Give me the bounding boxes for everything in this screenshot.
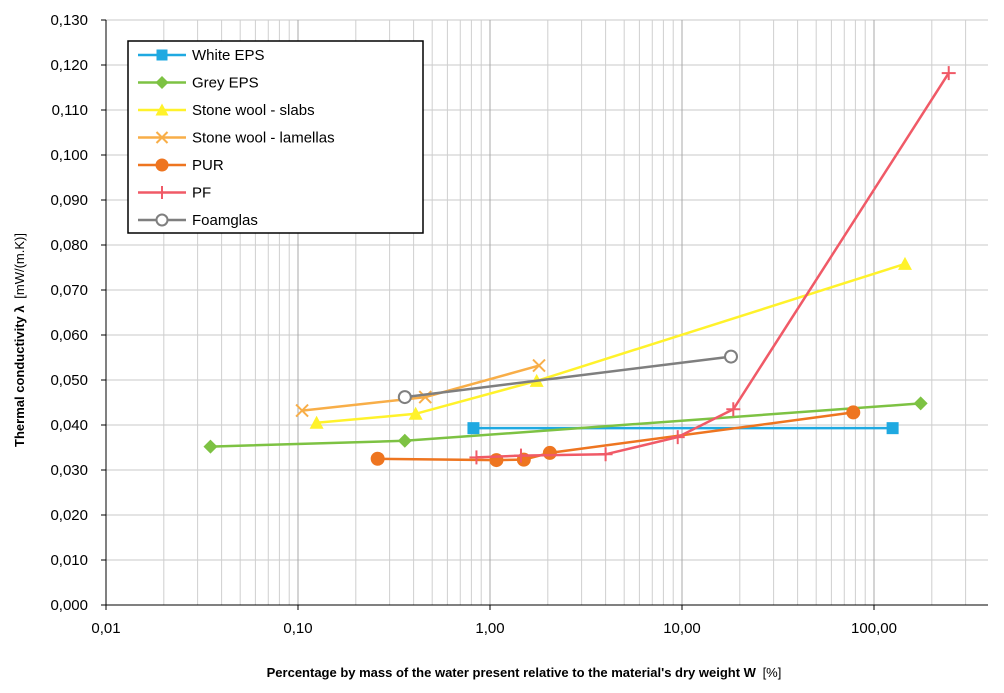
series-line-pf: [476, 72, 950, 459]
y-tick-label: 0,130: [50, 12, 88, 29]
y-tick-label: 0,070: [50, 282, 88, 299]
legend-item-pur: PUR: [138, 157, 224, 174]
legend-label: Foamglas: [192, 212, 258, 229]
marker-diamond: [155, 76, 169, 89]
series-layer: [203, 66, 956, 468]
marker-diamond: [397, 433, 412, 448]
y-axis-title: Thermal conductivity λ [mW/(m.K)]: [12, 233, 27, 447]
series-line-stone-wool-lamellas: [301, 364, 540, 412]
marker-x: [155, 131, 169, 144]
legend-item-white-eps: White EPS: [138, 47, 265, 64]
marker-x: [295, 403, 309, 418]
y-tick-label: 0,010: [50, 552, 88, 569]
marker-square: [886, 422, 899, 435]
marker-open-circle: [155, 213, 169, 227]
series-pur: [370, 405, 861, 468]
x-tick-label: 10,00: [663, 620, 701, 637]
y-tick-label: 0,060: [50, 327, 88, 344]
y-tick-label: 0,100: [50, 147, 88, 164]
x-tick-label: 0,10: [283, 620, 312, 637]
legend: White EPS Grey EPS Stone wool - slabs Stone…: [127, 40, 424, 234]
marker-plus: [155, 186, 169, 199]
legend-item-stone-wool-slabs: Stone wool - slabs: [138, 102, 315, 119]
marker-diamond: [203, 439, 218, 454]
legend-label: Stone wool - lamellas: [192, 130, 335, 147]
marker-circle: [155, 158, 169, 172]
series-pf: [469, 66, 956, 465]
y-tick-label: 0,110: [52, 102, 88, 119]
x-tick-label: 0,01: [91, 620, 120, 637]
y-tick-label: 0,120: [50, 57, 88, 74]
legend-label: Stone wool - slabs: [192, 102, 315, 119]
legend-item-stone-wool-lamellas: Stone wool - lamellas: [138, 130, 335, 147]
marker-plus: [670, 430, 685, 445]
marker-plus: [941, 66, 956, 81]
x-tick-label: 1,00: [475, 620, 504, 637]
marker-x-stroke: [532, 358, 546, 373]
marker-open-circle: [397, 390, 412, 405]
marker-diamond: [913, 396, 928, 411]
x-axis-title: Percentage by mass of the water present …: [267, 665, 782, 680]
marker-square: [156, 49, 168, 61]
marker-triangle: [155, 103, 169, 116]
marker-x-stroke: [295, 403, 309, 418]
y-tick-label: 0,040: [50, 417, 88, 434]
marker-open-circle: [724, 349, 739, 364]
series-line-stone-wool-slabs: [316, 262, 906, 425]
series-stone-wool-lamellas: [295, 358, 546, 418]
series-stone-wool-slabs: [309, 256, 912, 429]
marker-triangle: [408, 406, 423, 420]
series-foamglas: [397, 349, 739, 405]
series-white-eps: [467, 422, 899, 435]
marker-plus: [598, 447, 613, 462]
x-tick-labels: 0,01 0,10 1,00 10,00 100,00: [91, 620, 897, 637]
legend-label: Grey EPS: [192, 75, 259, 92]
series-line-foamglas: [404, 355, 732, 399]
marker-plus: [469, 450, 484, 465]
y-tick-labels: 0,000 0,010 0,020 0,030 0,040 0,050 0,060 0,070…: [50, 12, 88, 614]
marker-plus: [726, 402, 741, 417]
legend-label: PF: [192, 185, 211, 202]
marker-triangle: [309, 415, 324, 429]
legend-item-foamglas: Foamglas: [138, 212, 258, 229]
y-tick-label: 0,020: [50, 507, 88, 524]
legend-label: White EPS: [192, 47, 265, 64]
y-tick-label: 0,050: [50, 372, 88, 389]
axes: [101, 19, 988, 610]
marker-circle: [370, 451, 385, 466]
marker-x: [532, 358, 546, 373]
x-tick-label: 100,00: [851, 620, 897, 637]
y-tick-label: 0,000: [50, 597, 88, 614]
y-tick-label: 0,030: [50, 462, 88, 479]
series-grey-eps: [203, 396, 928, 454]
marker-plus: [513, 448, 528, 463]
y-tick-label: 0,090: [50, 192, 88, 209]
legend-label: PUR: [192, 157, 224, 174]
y-tick-label: 0,080: [50, 237, 88, 254]
marker-circle: [542, 445, 557, 460]
legend-item-pf: PF: [138, 185, 211, 202]
marker-triangle: [897, 256, 912, 270]
marker-x-stroke: [155, 131, 169, 144]
marker-square: [467, 422, 480, 435]
legend-item-grey-eps: Grey EPS: [138, 75, 259, 92]
marker-circle: [846, 405, 861, 420]
